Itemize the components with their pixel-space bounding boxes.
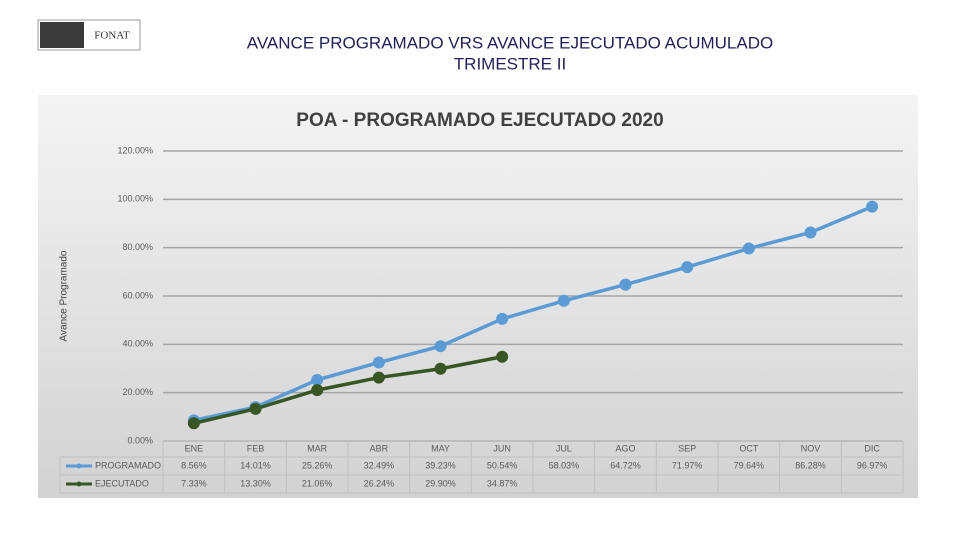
table-value: 25.26% — [302, 460, 333, 470]
x-tick-label: AGO — [615, 443, 635, 453]
x-tick-label: JUL — [556, 443, 572, 453]
table-value: 39.23% — [425, 460, 456, 470]
table-value: 79.64% — [734, 460, 765, 470]
chart-title: POA - PROGRAMADO EJECUTADO 2020 — [296, 110, 663, 131]
x-tick-label: ABR — [370, 443, 389, 453]
table-value: 29.90% — [425, 478, 456, 488]
table-value: 8.56% — [181, 460, 207, 470]
x-tick-label: DIC — [864, 443, 880, 453]
table-value: 7.33% — [181, 478, 207, 488]
series-marker — [249, 402, 262, 415]
x-tick-label: NOV — [801, 443, 821, 453]
x-tick-label: MAR — [307, 443, 328, 453]
series-marker — [311, 373, 324, 386]
series-marker — [804, 226, 817, 239]
y-tick-label: 120.00% — [117, 145, 153, 155]
series-marker — [619, 278, 632, 291]
series-marker — [372, 371, 385, 384]
table-value: 32.49% — [364, 460, 395, 470]
series-line — [193, 205, 873, 423]
series-marker — [866, 200, 879, 213]
logo-text: FONAT — [94, 30, 130, 42]
y-tick-label: 60.00% — [122, 290, 153, 300]
table-value: 50.54% — [487, 460, 518, 470]
table-value: 14.01% — [240, 460, 271, 470]
table-value: 86.28% — [795, 460, 826, 470]
table-value: 64.72% — [610, 460, 641, 470]
table-value: 96.97% — [857, 460, 888, 470]
series-marker — [496, 312, 509, 325]
series-marker — [372, 356, 385, 369]
series-marker — [187, 417, 200, 430]
series-marker — [434, 340, 447, 353]
y-tick-label: 20.00% — [122, 387, 153, 397]
series-marker — [434, 362, 447, 375]
x-tick-label: SEP — [678, 443, 696, 453]
y-tick-label: 80.00% — [122, 242, 153, 252]
table-value: 26.24% — [364, 478, 395, 488]
table-value: 13.30% — [240, 478, 271, 488]
x-tick-label: MAY — [431, 443, 450, 453]
table-value: 34.87% — [487, 478, 518, 488]
legend-marker — [76, 463, 82, 469]
table-value: 21.06% — [302, 478, 333, 488]
y-tick-label: 100.00% — [117, 194, 153, 204]
slide-title: AVANCE PROGRAMADO VRS AVANCE EJECUTADO A… — [247, 33, 773, 52]
y-tick-label: 40.00% — [122, 339, 153, 349]
slide-subtitle: TRIMESTRE II — [454, 54, 566, 73]
legend-marker — [76, 481, 82, 487]
series-marker — [557, 294, 570, 307]
series-marker — [742, 242, 755, 255]
table-value: 58.03% — [549, 460, 580, 470]
series-marker — [681, 261, 694, 274]
series-line — [193, 355, 503, 425]
table-value: 71.97% — [672, 460, 703, 470]
y-axis-label: Avance Programado — [59, 250, 70, 341]
x-tick-label: OCT — [739, 443, 759, 453]
x-tick-label: ENE — [185, 443, 204, 453]
logo-emblem — [40, 22, 84, 48]
legend-label: PROGRAMADO — [95, 460, 161, 470]
legend-label: EJECUTADO — [95, 478, 149, 488]
x-tick-label: JUN — [493, 443, 511, 453]
y-tick-label: 0.00% — [127, 435, 153, 445]
series-marker — [311, 384, 324, 397]
x-tick-label: FEB — [247, 443, 265, 453]
series-marker — [496, 350, 509, 363]
